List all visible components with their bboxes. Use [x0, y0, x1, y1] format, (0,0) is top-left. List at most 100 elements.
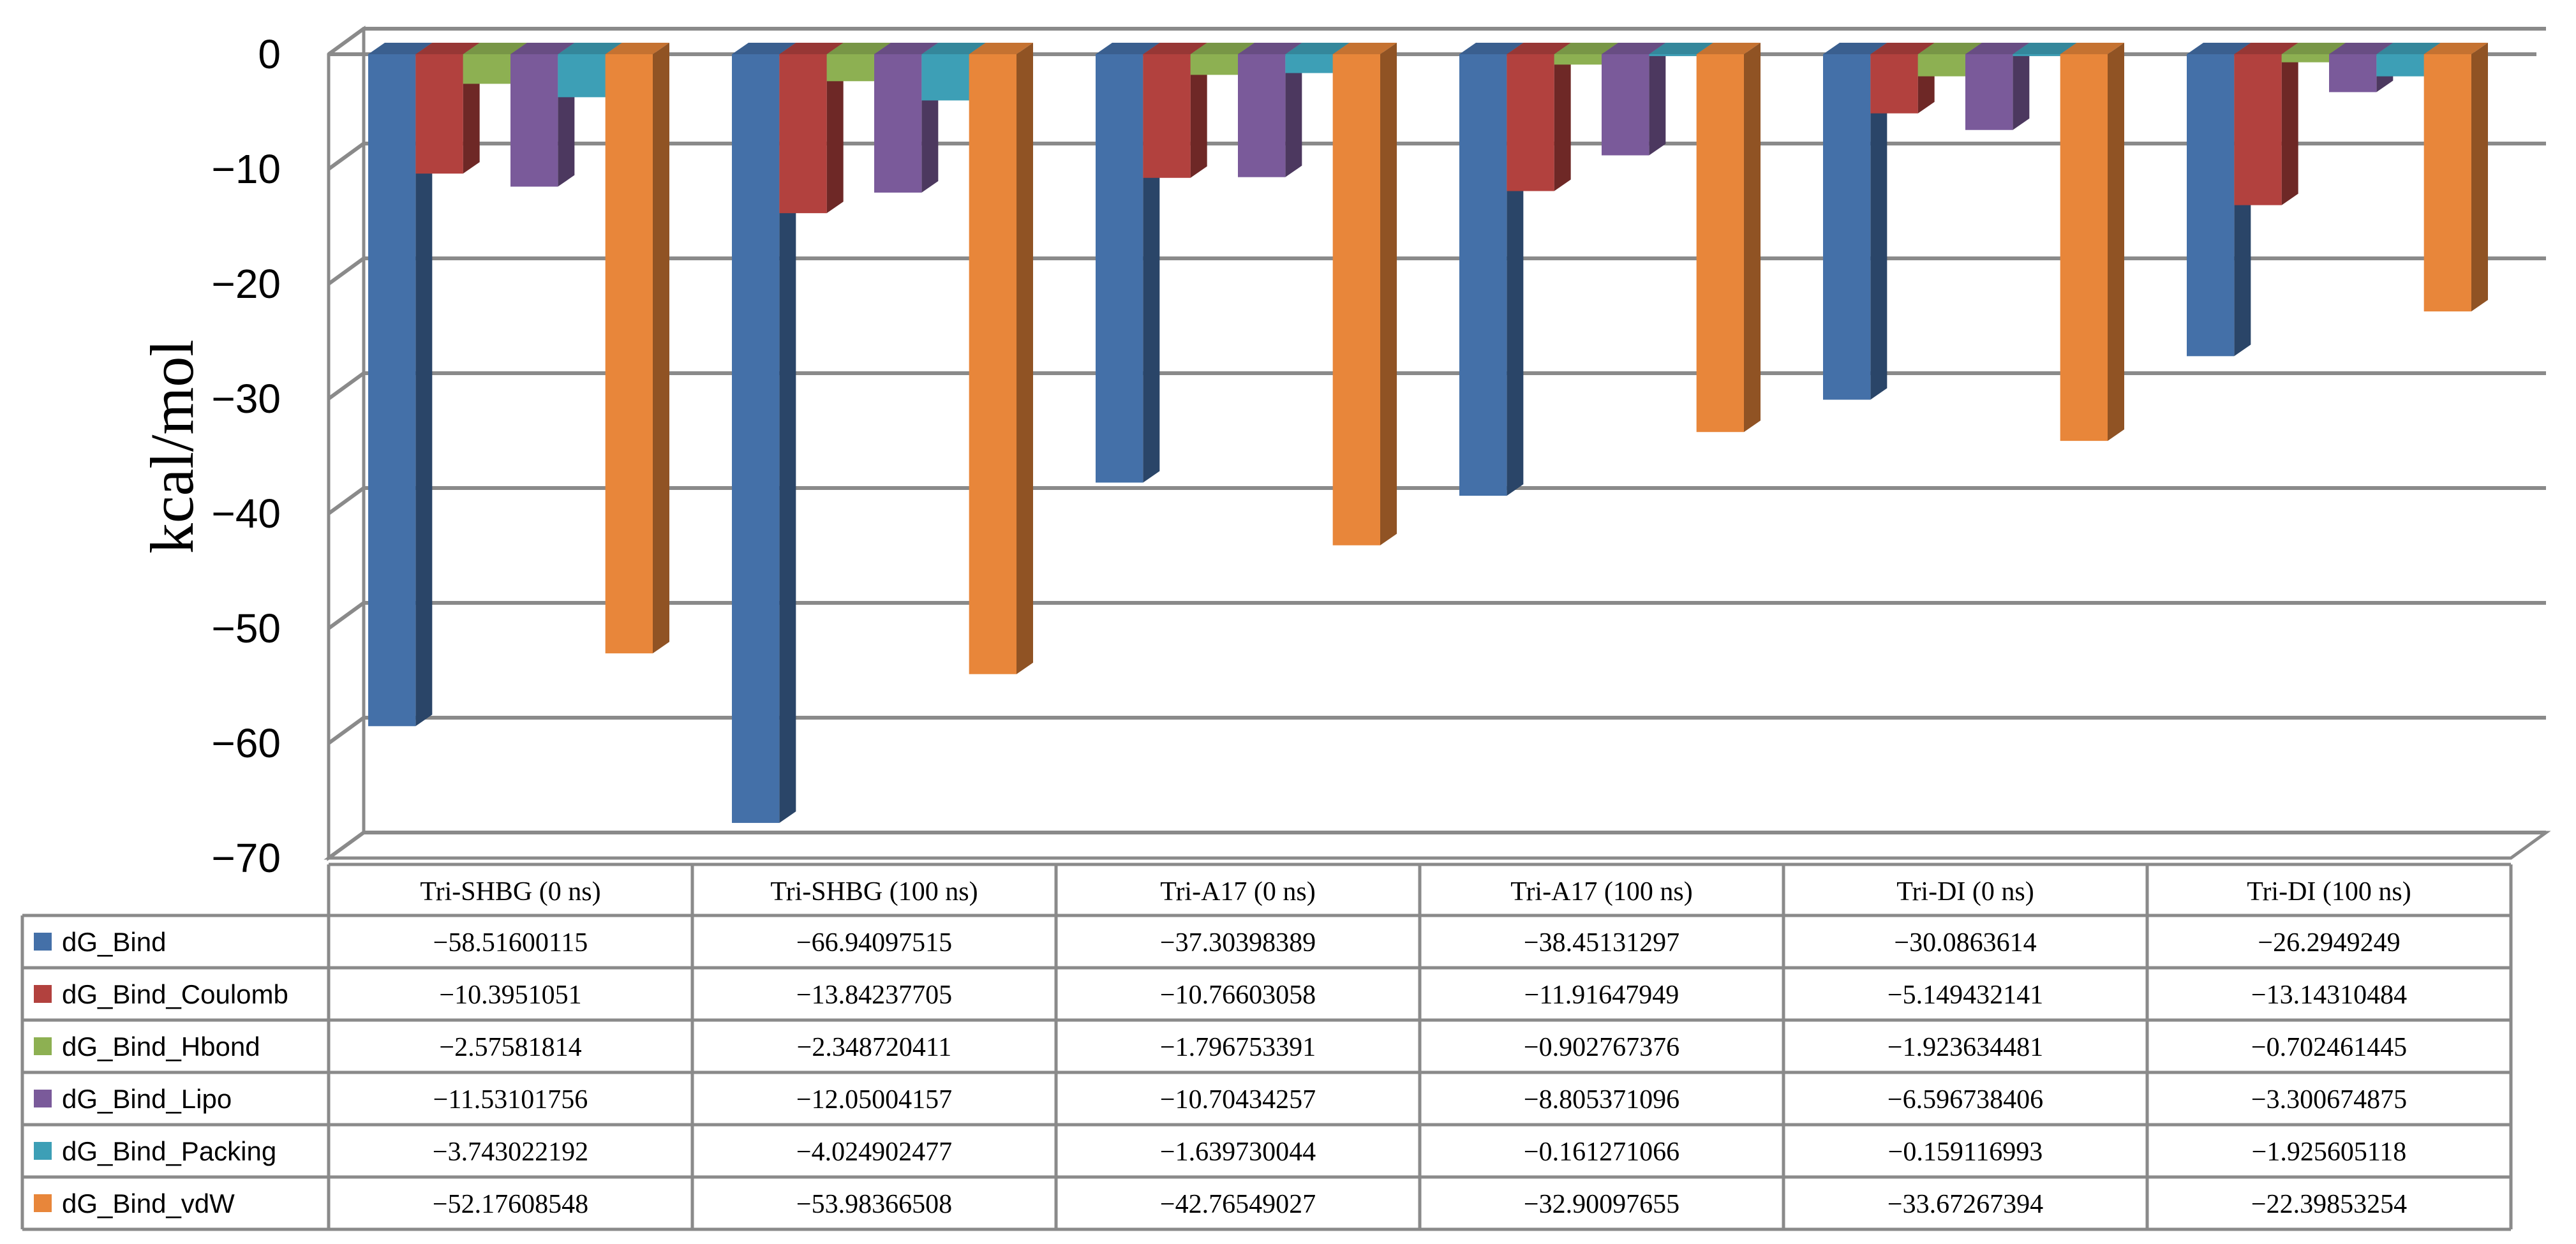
bar-front — [1602, 54, 1649, 156]
data-label: −22.39853254 — [2251, 1190, 2407, 1219]
gridline — [327, 142, 2546, 171]
bar-side — [653, 43, 669, 654]
bar-front — [2060, 54, 2108, 441]
bar-front — [1696, 54, 1744, 433]
bar-front — [1190, 54, 1238, 75]
bar-front — [368, 54, 416, 727]
bar-top — [1965, 43, 2030, 54]
bar-front — [1823, 54, 1871, 400]
bar-top — [1696, 43, 1761, 54]
bar-front — [2187, 54, 2235, 357]
bar-side — [1285, 43, 1302, 177]
y-axis-label: kcal/mol — [138, 339, 206, 554]
bar-dG_Bind_Lipo-4 — [1965, 43, 2030, 130]
y-axis: 0 −10 −20 −30 −40 −50 −60 −70 — [211, 31, 281, 881]
y-tick-label: 0 — [258, 31, 281, 77]
gridline — [327, 27, 2546, 56]
bar-top — [1285, 43, 1350, 54]
data-label: −53.98366508 — [796, 1190, 952, 1219]
bar-front — [1143, 54, 1191, 178]
bar-side — [1380, 43, 1397, 545]
bar-front — [874, 54, 922, 193]
bar-top — [463, 43, 527, 54]
bar-side — [1744, 43, 1761, 433]
legend-swatch — [34, 933, 52, 951]
data-label: −52.17608548 — [433, 1190, 588, 1219]
bar-dG_Bind_vdW-3 — [1696, 43, 1761, 433]
y-tick-label: −30 — [211, 376, 281, 422]
bar-front — [1332, 54, 1380, 545]
bar-dG_Bind_Lipo-0 — [510, 43, 575, 187]
bar-top — [1870, 43, 1935, 54]
legend-swatch — [34, 1194, 52, 1212]
bar-side — [2108, 43, 2124, 441]
data-label: −11.53101756 — [433, 1085, 588, 1114]
side-wall — [327, 26, 366, 861]
bar-side — [1190, 43, 1207, 178]
bar-dG_Bind_vdW-5 — [2423, 43, 2488, 312]
legend-swatch — [34, 1037, 52, 1055]
bar-top — [2013, 43, 2077, 54]
bar-dG_Bind_Packing-1 — [921, 43, 986, 101]
bar-top — [2329, 43, 2394, 54]
data-label: −33.67267394 — [1887, 1190, 2043, 1219]
bar-dG_Bind_Lipo-2 — [1238, 43, 1302, 177]
bar-top — [605, 43, 669, 54]
data-label: −13.84237705 — [796, 981, 952, 1010]
bar-dG_Bind_vdW-4 — [2060, 43, 2124, 441]
bar-dG_Bind_Coulomb-5 — [2234, 43, 2298, 205]
bar-top — [969, 43, 1033, 54]
data-label: −10.76603058 — [1160, 981, 1316, 1010]
bar-side — [2013, 43, 2030, 130]
bar-top — [921, 43, 986, 54]
bar-front — [1554, 54, 1602, 65]
bar-side — [1870, 43, 1887, 400]
category-label: Tri-DI (100 ns) — [2247, 877, 2411, 907]
bar-top — [1602, 43, 1666, 54]
bar-top — [1143, 43, 1207, 54]
bar-top — [1554, 43, 1618, 54]
legend-label: dG_Bind — [62, 927, 166, 957]
data-label: −6.596738406 — [1887, 1085, 2043, 1114]
bar-top — [415, 43, 480, 54]
data-label: −0.702461445 — [2251, 1033, 2407, 1062]
bar-dG_Bind-1 — [732, 43, 796, 823]
bar-top — [2187, 43, 2251, 54]
bar-top — [1238, 43, 1302, 54]
bar-top — [2376, 43, 2441, 54]
bar-front — [1096, 54, 1143, 483]
data-label: −1.796753391 — [1160, 1033, 1316, 1062]
data-label: −3.300674875 — [2251, 1085, 2407, 1114]
y-tick-label: −10 — [211, 146, 281, 192]
bar-side — [2471, 43, 2488, 312]
bar-top — [510, 43, 575, 54]
bar-front — [1285, 54, 1333, 73]
legend-label: dG_Bind_Coulomb — [62, 979, 288, 1009]
data-label: −32.90097655 — [1524, 1190, 1679, 1219]
data-label: −1.923634481 — [1887, 1033, 2043, 1062]
data-label: −58.51600115 — [433, 928, 588, 958]
bar-top — [1096, 43, 1160, 54]
gridline — [327, 256, 2546, 286]
bar-dG_Bind_vdW-2 — [1332, 43, 1397, 545]
data-label: −8.805371096 — [1524, 1085, 1679, 1114]
bar-front — [732, 54, 780, 823]
data-label: −2.57581814 — [439, 1033, 581, 1062]
bar-side — [2281, 43, 2298, 205]
legend-label: dG_Bind_vdW — [62, 1188, 235, 1218]
y-tick-label: −60 — [211, 720, 281, 766]
bar-top — [2423, 43, 2488, 54]
y-tick-label: −50 — [211, 605, 281, 651]
bar-top — [2281, 43, 2346, 54]
bar-side — [415, 43, 433, 727]
gridlines — [327, 27, 2546, 860]
bar-top — [2234, 43, 2298, 54]
gridline — [327, 831, 2546, 860]
bar-front — [510, 54, 558, 187]
data-label: −12.05004157 — [796, 1085, 952, 1114]
bar-front — [605, 54, 653, 654]
bar-top — [1507, 43, 1571, 54]
gridline — [327, 371, 2546, 401]
legend-swatch — [34, 1142, 52, 1160]
bar-top — [1190, 43, 1254, 54]
